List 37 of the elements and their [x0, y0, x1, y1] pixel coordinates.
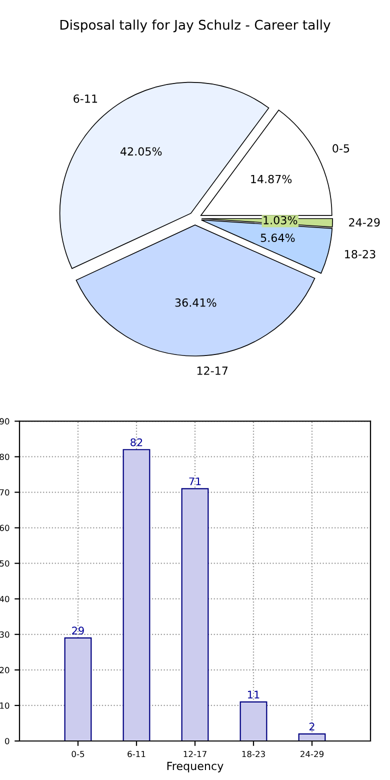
bar [181, 488, 209, 741]
y-tick-label: 30 [0, 631, 10, 638]
y-tick-label: 50 [0, 560, 10, 567]
x-axis-title: Frequency [167, 762, 224, 772]
y-tick-label: 0 [5, 738, 10, 744]
slice-label: 12-17 [197, 366, 228, 375]
y-tick-label: 40 [0, 596, 10, 602]
x-tick-label: 12-17 [184, 750, 206, 758]
y-tick-label: 90 [0, 418, 10, 424]
y-tick-label: 80 [0, 454, 10, 460]
data-label: 2 [309, 722, 314, 730]
data-label: 5.64% [260, 234, 295, 242]
data-label: 11 [248, 690, 260, 698]
bar [240, 701, 268, 741]
bar [64, 637, 92, 741]
y-tick-label: 70 [0, 489, 10, 496]
data-label: 42.05% [120, 147, 162, 156]
y-tick-label: 10 [0, 702, 10, 709]
x-tick-label: 24-29 [300, 750, 324, 758]
slice-label: 18-23 [345, 250, 376, 258]
data-label: 1.03% [264, 216, 298, 224]
data-label: 82 [130, 438, 142, 446]
data-label: 14.87% [251, 174, 292, 184]
bar [122, 449, 150, 741]
x-tick-label: 18-23 [242, 750, 265, 758]
y-tick-label: 20 [0, 666, 10, 674]
data-label: 71 [189, 478, 201, 486]
y-tick-label: 60 [0, 524, 10, 532]
chart-title: Disposal tally for Jay Schulz - Career tally [60, 20, 330, 32]
data-label: 36.41% [175, 298, 216, 307]
slice-label: 6-11 [74, 94, 98, 103]
bar [298, 733, 326, 741]
x-tick-label: 0-5 [72, 750, 84, 758]
slice-label: 0-5 [332, 144, 350, 153]
x-tick-label: 6-11 [128, 750, 146, 758]
data-label: 29 [72, 626, 84, 635]
slice-label: 24-29 [349, 218, 380, 227]
